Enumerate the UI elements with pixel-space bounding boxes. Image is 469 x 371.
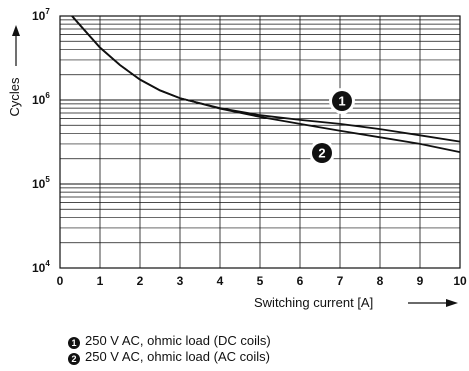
legend-text-1: 250 V AC, ohmic load (DC coils) [85, 333, 271, 348]
y-tick-exponent: 6 [45, 91, 50, 100]
y-axis-arrow-head [12, 25, 20, 36]
legend-badge-2: 2 [68, 353, 80, 365]
x-tick-label: 1 [97, 274, 104, 288]
y-axis-label: Cycles [7, 77, 22, 117]
x-tick-label: 2 [137, 274, 144, 288]
curve-badge-2-disc [312, 143, 332, 163]
x-axis-arrow-head [446, 299, 458, 307]
y-tick-exponent: 5 [45, 175, 50, 184]
x-tick-label: 3 [177, 274, 184, 288]
grid [60, 16, 460, 268]
y-tick-label: 106 [32, 91, 50, 107]
legend-text-2: 250 V AC, ohmic load (AC coils) [85, 349, 270, 364]
x-tick-label: 10 [453, 274, 467, 288]
curve-badge-1-text: 1 [338, 94, 345, 109]
x-tick-label: 6 [297, 274, 304, 288]
y-tick-label: 107 [32, 7, 50, 23]
x-tick-label: 7 [337, 274, 344, 288]
curve-badge-1-disc [332, 91, 352, 111]
plot-frame [59, 15, 461, 269]
legend-entry-1: 1 250 V AC, ohmic load (DC coils) [68, 333, 271, 349]
x-axis-label: Switching current [A] [254, 295, 373, 310]
x-tick-label: 0 [57, 274, 64, 288]
y-tick-exponent: 4 [45, 259, 50, 268]
x-tick-label: 5 [257, 274, 264, 288]
legend-entry-2: 2 250 V AC, ohmic load (AC coils) [68, 349, 271, 365]
y-tick-base: 10 [32, 261, 46, 275]
curve-badge-1: 1 [329, 88, 355, 114]
x-tick-label: 9 [417, 274, 424, 288]
y-tick-label: 104 [32, 259, 50, 275]
y-tick-base: 10 [32, 9, 46, 23]
legend-badge-1: 1 [68, 337, 80, 349]
y-tick-label: 105 [32, 175, 50, 191]
y-tick-base: 10 [32, 177, 46, 191]
curve-badge-2: 2 [309, 140, 335, 166]
series-line-2 [71, 15, 461, 153]
x-tick-labels: 0 1 2 3 4 5 6 7 8 9 10 [57, 274, 467, 288]
y-tick-exponent: 7 [45, 7, 50, 16]
x-tick-label: 8 [377, 274, 384, 288]
curve-badge-2-text: 2 [318, 146, 325, 161]
series-group: 12 [71, 15, 461, 166]
y-tick-base: 10 [32, 93, 46, 107]
legend: 1 250 V AC, ohmic load (DC coils) 2 250 V … [68, 333, 271, 365]
x-tick-label: 4 [217, 274, 224, 288]
